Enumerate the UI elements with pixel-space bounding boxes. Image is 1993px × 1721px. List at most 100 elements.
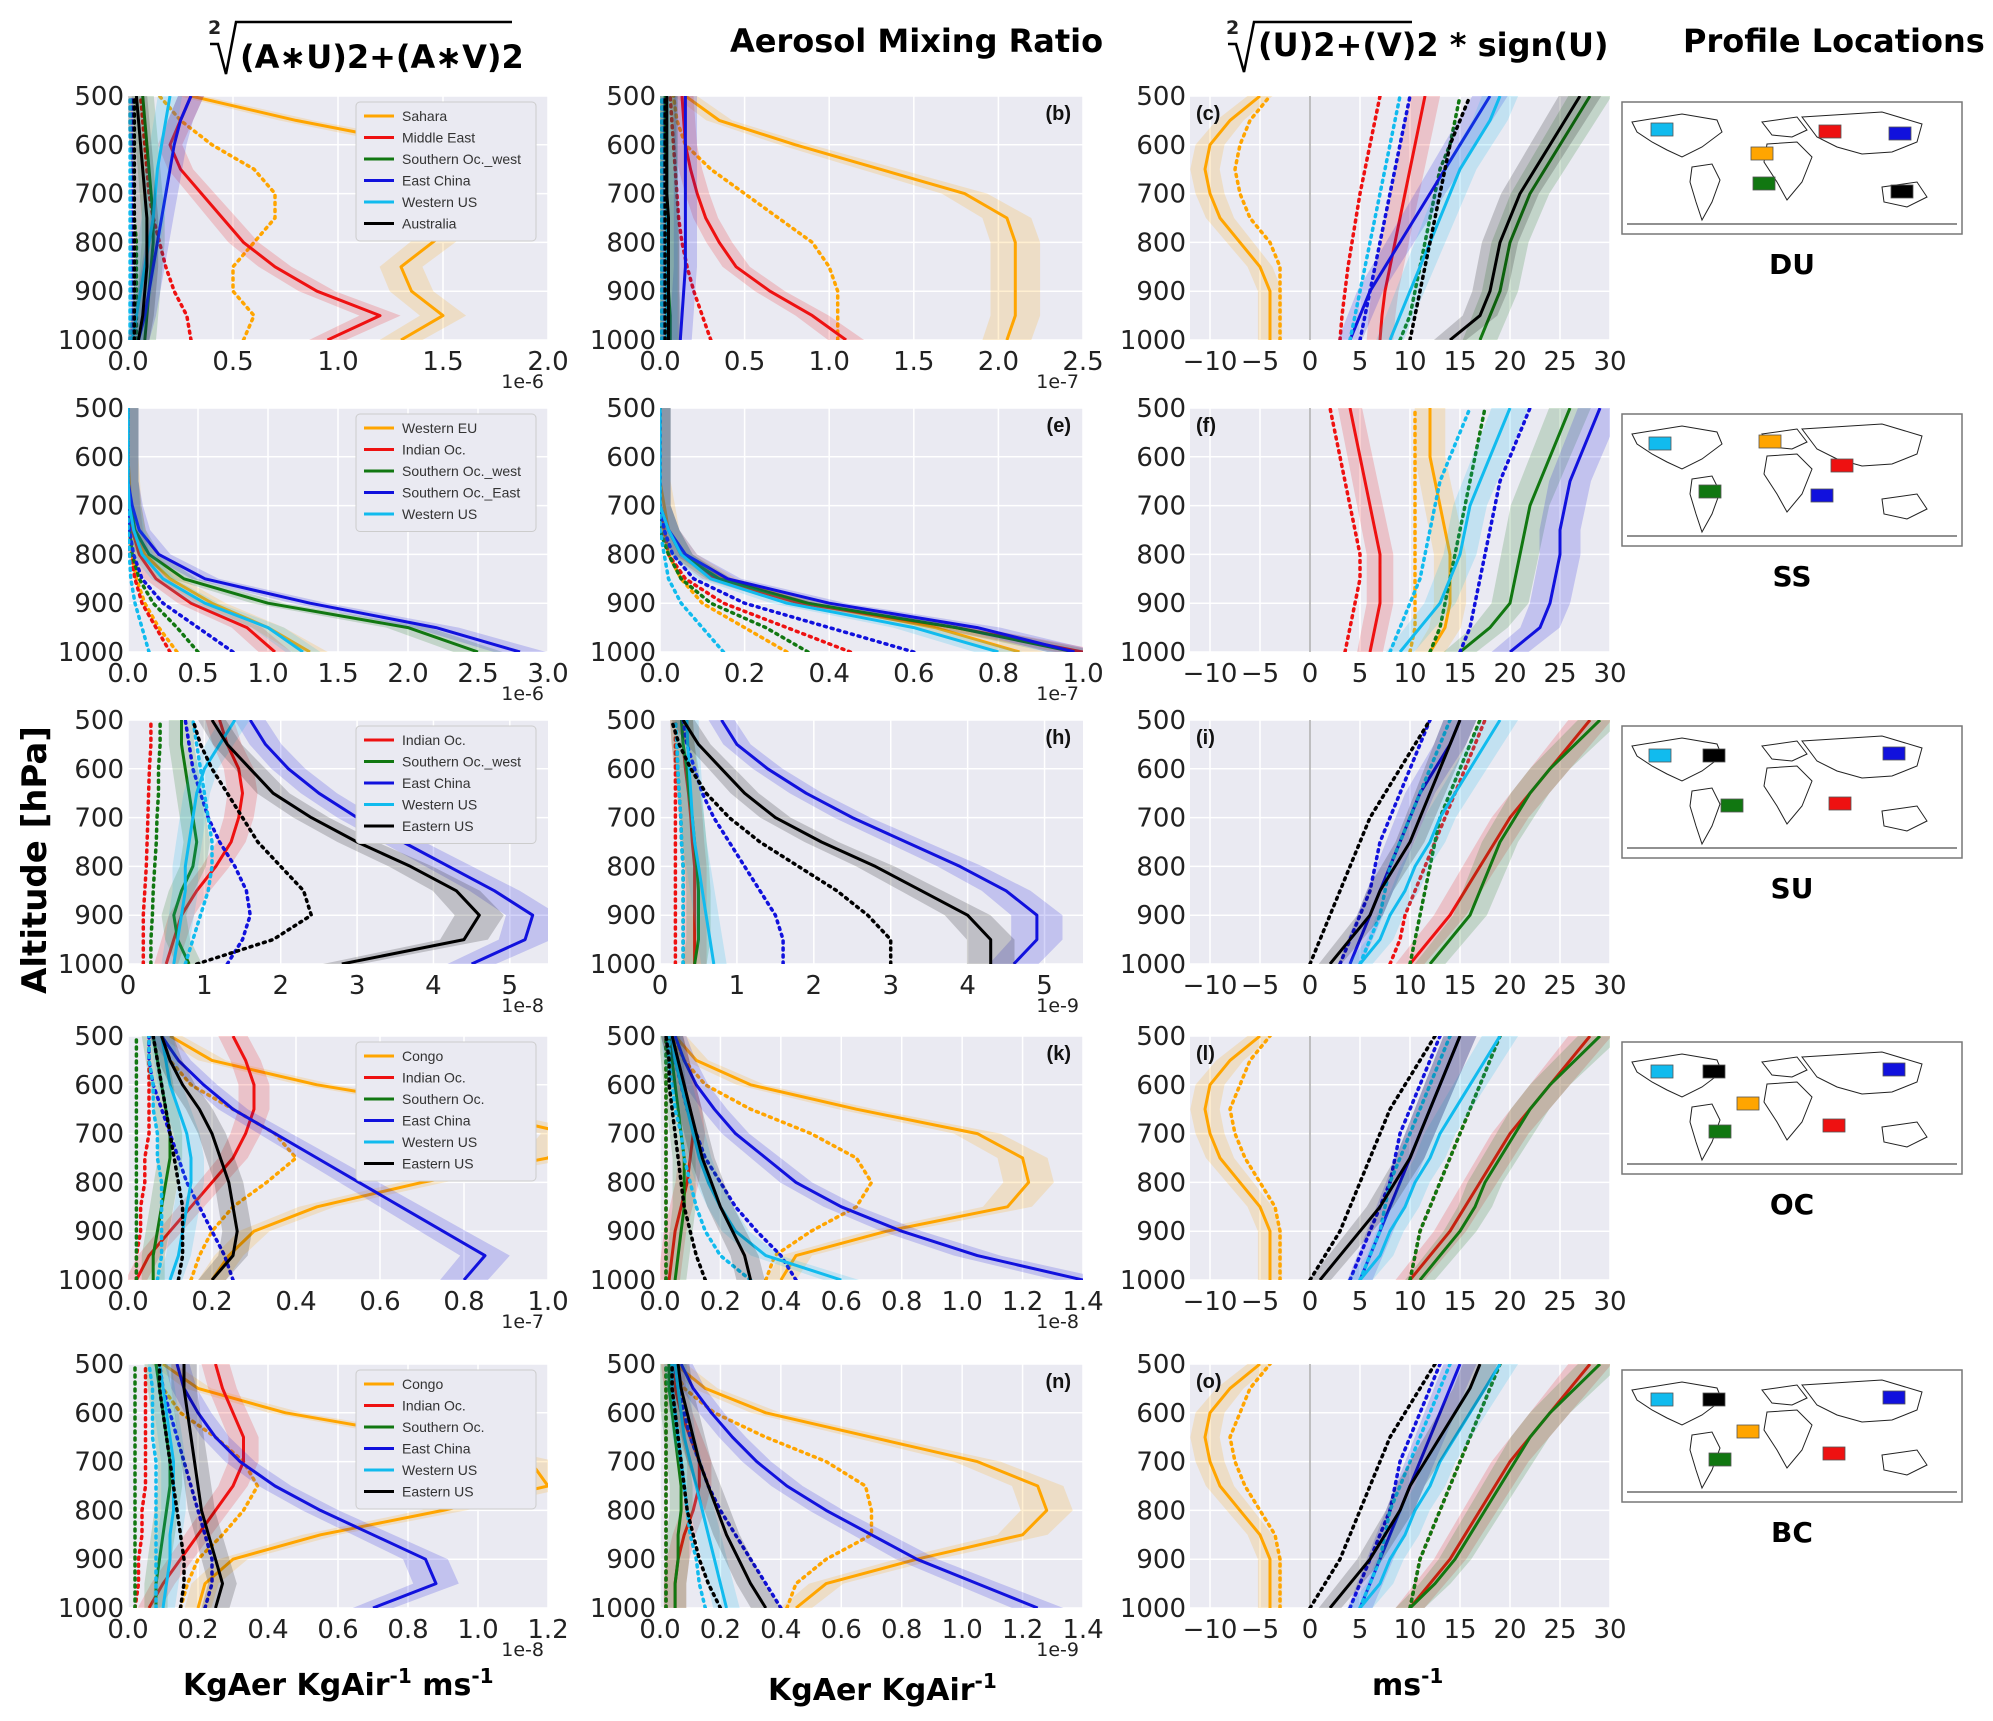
y-tick-label: 700 [606,804,656,834]
series-line-western-us [128,408,151,652]
legend-box [355,1369,537,1510]
x-units-col2: KgAer KgAir-1 [768,1669,997,1708]
y-tick-label: 900 [1136,589,1186,619]
uncertainty-band [1190,1036,1283,1280]
x-tick-label: −10 [1183,659,1238,689]
series-line-congo [1228,1036,1282,1280]
map-coastline [1881,493,1928,520]
series-layer-h [669,720,1063,964]
series-line-australia [1408,96,1472,340]
legend-label: Southern Oc._west [402,754,521,770]
series-line-western-us [660,408,999,652]
x-tick-label: −5 [1241,1615,1279,1645]
series-line-congo [1203,1036,1272,1280]
x-tick-label: 0.6 [821,1287,862,1317]
legend-label: Indian Oc. [402,442,466,458]
col3-title: (U)2+(V)2 * sign(U) [1258,26,1609,64]
panel-label-f: (f) [1196,415,1216,437]
species-label: SU [1771,872,1814,905]
x-tick-label: 0.5 [724,347,765,377]
series-line-western-us [147,1364,158,1608]
series-line-western-us [1358,720,1502,964]
series-line-sahara [1203,96,1272,340]
x-tick-label: 0.6 [821,1615,862,1645]
x-tick-label: 10 [1393,1287,1426,1317]
series-line-congo [159,1036,298,1280]
uncertainty-band [1190,96,1283,340]
uncertainty-band [708,720,1063,964]
series-line-western-us [1358,1036,1452,1280]
location-marker [1822,1446,1846,1461]
map-coastline [1763,453,1813,513]
series-line-eastern-us [676,1364,768,1608]
y-tick-label: 900 [606,1545,656,1575]
series-line-western-us [1358,720,1452,964]
root-index-1: 2 [208,17,221,39]
series-line-southern-oc-west [1428,408,1487,652]
uncertainty-band [1491,408,1610,652]
y-tick-label: 800 [1136,1168,1186,1198]
location-marker [1822,1118,1846,1133]
x-tick-label: 2.5 [1062,347,1103,377]
legend-label: Southern Oc. [402,1419,485,1435]
uncertainty-band [151,1364,548,1608]
x-tick-label: 0.0 [639,659,680,689]
x-tick-label: 1.0 [247,659,288,689]
col1-title: (A∗U)2+(A∗V)2 [240,38,524,76]
legend-label: Southern Oc._west [402,463,521,479]
series-line-western-us [128,408,304,652]
legend-label: Indian Oc. [402,1398,466,1414]
y-tick-label: 900 [1136,277,1186,307]
y-tick-label: 1000 [590,950,656,980]
x-tick-label: 0.0 [107,659,148,689]
x-tick-label: 0.8 [443,1287,484,1317]
x-tick-label: 0 [1302,347,1319,377]
panel-label-c: (c) [1196,103,1220,125]
series-layer-k [660,1036,1083,1280]
map-coastline [1631,425,1723,470]
uncertainty-band [1347,1364,1519,1608]
y-tick-label: 600 [74,1399,124,1429]
map-coastline [1881,805,1928,832]
legend-label: Southern Oc._East [402,485,520,501]
x-tick-label: −5 [1241,971,1279,1001]
y-tick-label: 800 [1136,540,1186,570]
species-label: BC [1771,1516,1813,1549]
map-frame [1621,725,1963,859]
legend-label: Western US [402,1134,477,1150]
uncertainty-band [670,720,711,964]
legend-m: Congo Indian Oc. Southern Oc. East China Wes… [355,1369,537,1510]
legend-label: Indian Oc. [402,1070,466,1086]
panel-l: −10 −5 0 5 10 15 20 25 30 500 600 700 800 900 1000 (l) [1120,1022,1627,1317]
map-coastline [1689,1103,1721,1162]
y-tick-label: 700 [1136,1448,1186,1478]
y-tick-label: 600 [606,131,656,161]
x-tick-label: 1 [196,971,213,1001]
y-tick-label: 900 [74,277,124,307]
location-marker [1890,184,1914,199]
series-line-southern-oc-west [1398,96,1462,340]
uncertainty-band [1395,1364,1610,1608]
map-coastline [1801,735,1923,779]
legend-label: Western US [402,797,477,813]
x-tick-label: 30 [1593,659,1626,689]
series-line-congo [1228,1364,1282,1608]
legend-label: East China [402,1441,471,1457]
y-tick-label: 900 [606,277,656,307]
series-line-east-china [157,1364,214,1608]
series-line-southern-oc-west [172,720,199,964]
x-tick-label: 25 [1543,347,1576,377]
x-tick-label: −10 [1183,971,1238,1001]
panel-bg-b [660,96,1083,340]
root-sign-1 [210,20,512,75]
legend-label: Congo [402,1376,443,1392]
uncertainty-band [663,1036,1054,1280]
legend-g: Indian Oc. Southern Oc._west East China Wes… [355,725,537,844]
x-units-col3: ms-1 [1372,1664,1443,1703]
y-tick-label: 700 [74,1120,124,1150]
x-tick-label: 15 [1443,347,1476,377]
series-line-east-china [1358,96,1412,340]
location-marker [1650,122,1674,137]
x-tick-label: 10 [1393,971,1426,1001]
